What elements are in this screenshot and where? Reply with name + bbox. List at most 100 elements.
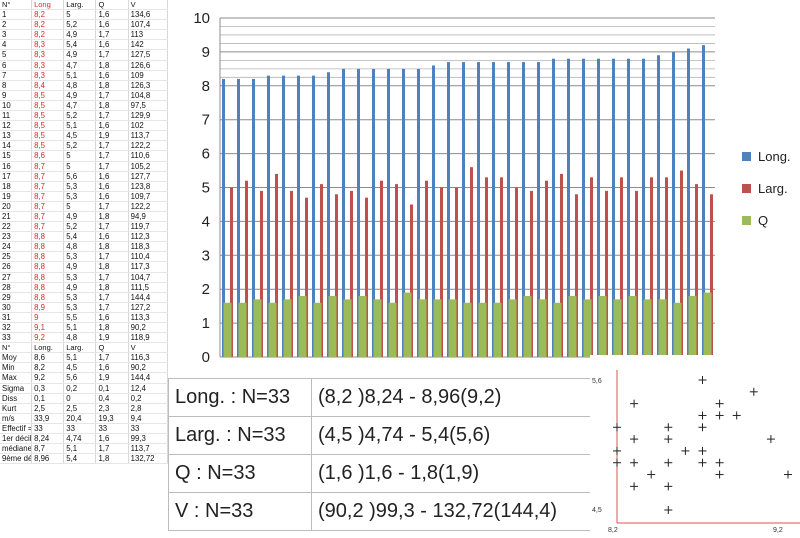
bar-q (238, 302, 247, 357)
bar-q (598, 295, 607, 357)
bar-q (463, 302, 472, 357)
table-cell: 1,7 (95, 352, 129, 364)
scatter-point (613, 458, 621, 467)
table-cell: 16 (0, 161, 33, 172)
table-cell: 5,3 (63, 292, 97, 303)
table-cell: 0,1 (31, 393, 65, 404)
summary-table: Long. : N=33 (8,2 )8,24 - 8,96(9,2) Larg. … (168, 378, 616, 531)
table-cell: 4,8 (63, 80, 97, 91)
table-cell: 119,7 (128, 221, 169, 233)
scatter-point (698, 376, 707, 384)
table-cell: 3 (0, 29, 33, 41)
bar-long (417, 68, 420, 357)
table-cell: 9,4 (128, 413, 169, 424)
table-cell: 94,9 (128, 211, 169, 223)
table-cell: 1,8 (95, 282, 129, 293)
bar-q (343, 299, 352, 357)
table-cell: 1,7 (95, 110, 129, 122)
table-cell: 118,3 (128, 241, 169, 253)
table-cell: 5,4 (63, 39, 97, 51)
table-cell: 0,4 (95, 393, 129, 404)
table-cell: 1,6 (95, 312, 129, 324)
table-cell: 113,3 (128, 312, 169, 324)
table-cell: 8,8 (31, 231, 65, 243)
table-cell: Kurt (0, 403, 33, 414)
table-cell: 8,6 (31, 150, 65, 162)
scatter-point (698, 446, 707, 455)
summary-value: (4,5 )4,74 - 5,4(5,6) (311, 416, 616, 455)
table-cell: 9,2 (31, 372, 65, 384)
bar-long (267, 75, 270, 357)
bar-q (613, 299, 622, 357)
scatter-point (715, 399, 724, 408)
bar-q (703, 292, 712, 357)
bar-larg (635, 190, 638, 357)
table-cell: 142 (128, 39, 169, 51)
bar-long (432, 65, 435, 358)
stats-row: Sigma 0,3 0,2 0,1 12,4 (0, 383, 169, 394)
bar-q (478, 302, 487, 357)
table-cell: 4,8 (63, 241, 97, 253)
summary-value: (8,2 )8,24 - 8,96(9,2) (311, 378, 616, 417)
table-cell: 12,4 (128, 383, 169, 394)
bar-q (418, 299, 427, 357)
table-cell: 33 (95, 423, 129, 435)
table-cell: 4,5 (63, 362, 97, 374)
scatter-point (630, 435, 639, 444)
bar-long (222, 79, 225, 358)
table-row: 14 8,5 5,2 1,7 122,2 (0, 140, 169, 152)
table-cell: 11 (0, 110, 33, 122)
table-cell: 112,3 (128, 231, 169, 243)
table-cell: 4,5 (63, 130, 97, 142)
table-row: 28 8,8 4,9 1,8 111,5 (0, 282, 169, 293)
bar-q (523, 295, 532, 357)
table-row: 2 8,2 5,2 1,6 107,4 (0, 19, 169, 31)
bar-q (388, 302, 397, 357)
legend-label: Larg. (758, 181, 788, 196)
bar-larg (365, 197, 368, 357)
bar-long (657, 55, 660, 357)
table-cell: 1,7 (95, 221, 129, 233)
bar-larg (575, 194, 578, 357)
table-row: 17 8,7 5,6 1,6 127,7 (0, 171, 169, 182)
table-cell: 1,8 (95, 322, 129, 334)
bar-q (508, 299, 517, 357)
table-cell: 4,9 (63, 211, 97, 223)
table-cell: 9,2 (31, 332, 65, 344)
table-cell: 8,3 (31, 39, 65, 51)
table-cell: 5 (63, 161, 97, 172)
table-row: 23 8,8 5,4 1,6 112,3 (0, 231, 169, 243)
table-cell: 8,7 (31, 191, 65, 202)
bar-long (477, 62, 480, 357)
bar-larg (710, 194, 713, 357)
table-cell: 5 (0, 49, 33, 61)
table-row: 18 8,7 5,3 1,6 123,8 (0, 181, 169, 192)
table-cell: 1,8 (95, 453, 129, 465)
bar-long (387, 68, 390, 357)
table-cell: 1,8 (95, 100, 129, 112)
bar-larg (320, 184, 323, 357)
bar-larg (290, 190, 293, 357)
table-cell: 5,1 (63, 120, 97, 132)
table-cell: 8,7 (31, 443, 65, 455)
bar-q (253, 299, 262, 357)
bar-larg (695, 184, 698, 357)
table-row: 11 8,5 5,2 1,7 129,9 (0, 110, 169, 122)
bar-q (583, 299, 592, 357)
bar-q (553, 302, 562, 357)
table-cell: Long (31, 0, 65, 11)
summary-label: Larg. : N=33 (168, 416, 312, 455)
table-cell: 8,3 (31, 49, 65, 61)
data-table: N° Long Larg. Q V 1 8,2 5 1,6 134,6 2 8,2 5,2 1,6 107,… (0, 0, 169, 465)
table-row: 25 8,8 5,3 1,7 110,4 (0, 251, 169, 263)
table-cell: 99,3 (128, 433, 169, 445)
table-cell: 8,3 (31, 60, 65, 71)
table-row: 26 8,8 4,9 1,8 117,3 (0, 261, 169, 273)
table-cell: 107,4 (128, 19, 169, 31)
table-cell: 10 (0, 100, 33, 112)
table-cell: 5,1 (63, 352, 97, 364)
table-cell: 2 (0, 19, 33, 31)
table-cell: 109 (128, 70, 169, 81)
table-cell: 8,8 (31, 292, 65, 303)
